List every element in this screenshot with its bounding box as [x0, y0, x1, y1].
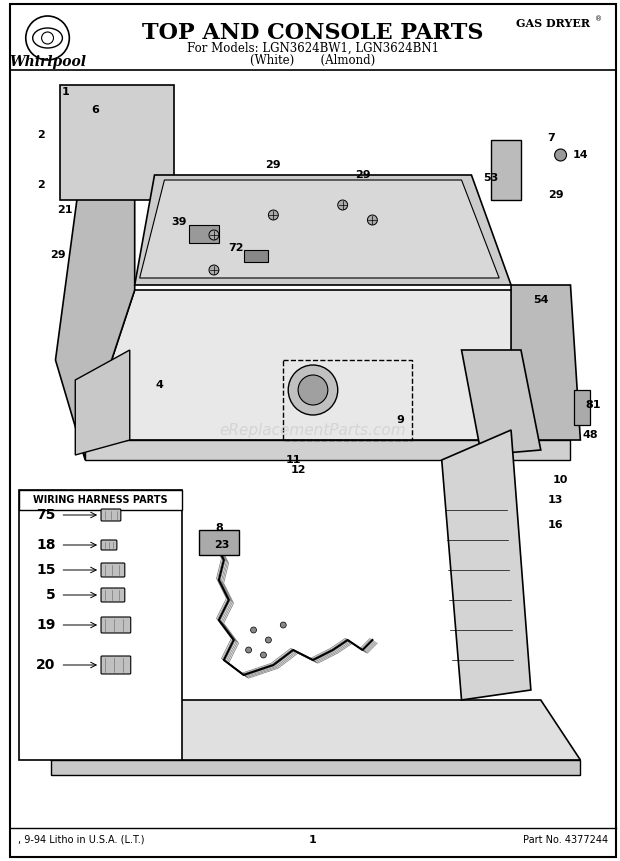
Circle shape: [26, 16, 69, 60]
Text: 72: 72: [228, 243, 244, 253]
Bar: [283, 360, 412, 440]
Text: 39: 39: [172, 217, 187, 227]
Text: 1: 1: [309, 835, 317, 845]
Text: 16: 16: [548, 520, 564, 530]
Text: 29: 29: [50, 250, 65, 260]
Text: 8: 8: [215, 523, 223, 533]
Text: TOP AND CONSOLE PARTS: TOP AND CONSOLE PARTS: [142, 22, 484, 44]
Text: 53: 53: [484, 173, 499, 183]
Polygon shape: [50, 700, 580, 760]
FancyBboxPatch shape: [101, 617, 131, 633]
Bar: [19, 490, 182, 510]
Polygon shape: [85, 440, 570, 460]
Text: WIRING HARNESS PARTS: WIRING HARNESS PARTS: [33, 495, 168, 505]
Circle shape: [265, 637, 272, 643]
Circle shape: [298, 375, 328, 405]
Text: 10: 10: [553, 475, 569, 485]
Polygon shape: [60, 85, 174, 200]
Bar: [199, 530, 239, 555]
Text: 4: 4: [156, 380, 164, 390]
Circle shape: [288, 365, 338, 415]
FancyBboxPatch shape: [101, 509, 121, 521]
Polygon shape: [135, 175, 511, 285]
Text: 75: 75: [36, 508, 55, 522]
Bar: [189, 225, 219, 243]
Text: 6: 6: [91, 105, 99, 115]
Circle shape: [260, 652, 267, 658]
Polygon shape: [461, 350, 541, 455]
Circle shape: [280, 622, 286, 628]
Polygon shape: [85, 290, 570, 440]
Text: ®: ®: [595, 16, 603, 22]
Text: 21: 21: [58, 205, 73, 215]
Text: eReplacementParts.com: eReplacementParts.com: [219, 423, 406, 437]
Bar: [244, 250, 268, 262]
Polygon shape: [491, 140, 521, 200]
Polygon shape: [75, 350, 130, 455]
Text: Part No. 4377244: Part No. 4377244: [523, 835, 608, 845]
Bar: [19, 490, 182, 760]
Text: 18: 18: [36, 538, 55, 552]
FancyBboxPatch shape: [101, 563, 125, 577]
Text: , 9-94 Litho in U.S.A. (L.T.): , 9-94 Litho in U.S.A. (L.T.): [18, 835, 144, 845]
Text: 14: 14: [573, 150, 588, 160]
Polygon shape: [511, 285, 580, 440]
Text: 23: 23: [214, 540, 229, 550]
Circle shape: [368, 215, 378, 225]
Text: 29: 29: [548, 190, 564, 200]
Text: 15: 15: [36, 563, 55, 577]
Text: 48: 48: [582, 430, 598, 440]
Text: 19: 19: [36, 618, 55, 632]
Text: 5: 5: [46, 588, 55, 602]
Circle shape: [555, 149, 567, 161]
Polygon shape: [50, 760, 580, 775]
Text: For Models: LGN3624BW1, LGN3624BN1: For Models: LGN3624BW1, LGN3624BN1: [187, 42, 439, 55]
Text: 2: 2: [37, 180, 45, 190]
Circle shape: [338, 200, 348, 210]
Ellipse shape: [33, 28, 63, 48]
FancyBboxPatch shape: [101, 540, 117, 550]
Circle shape: [268, 210, 278, 220]
Text: 7: 7: [547, 133, 554, 143]
FancyBboxPatch shape: [101, 588, 125, 602]
Circle shape: [209, 230, 219, 240]
Polygon shape: [55, 175, 135, 460]
Polygon shape: [140, 180, 499, 278]
Text: 13: 13: [548, 495, 564, 505]
Text: 12: 12: [290, 465, 306, 475]
Bar: [575, 390, 590, 425]
Text: 9: 9: [396, 415, 404, 425]
Text: Whirlpool: Whirlpool: [9, 55, 86, 69]
Text: GAS DRYER: GAS DRYER: [516, 18, 590, 29]
Text: 29: 29: [265, 160, 281, 170]
Circle shape: [209, 265, 219, 275]
Text: 81: 81: [585, 400, 601, 410]
FancyBboxPatch shape: [101, 656, 131, 674]
Polygon shape: [441, 430, 531, 700]
Text: 1: 1: [61, 87, 69, 97]
Text: 54: 54: [533, 295, 549, 305]
Text: 20: 20: [36, 658, 55, 672]
Circle shape: [246, 647, 252, 653]
Text: (White)       (Almond): (White) (Almond): [250, 54, 376, 67]
Text: 29: 29: [355, 170, 370, 180]
Text: 11: 11: [285, 455, 301, 465]
Circle shape: [250, 627, 257, 633]
Circle shape: [42, 32, 53, 44]
Text: 2: 2: [37, 130, 45, 140]
